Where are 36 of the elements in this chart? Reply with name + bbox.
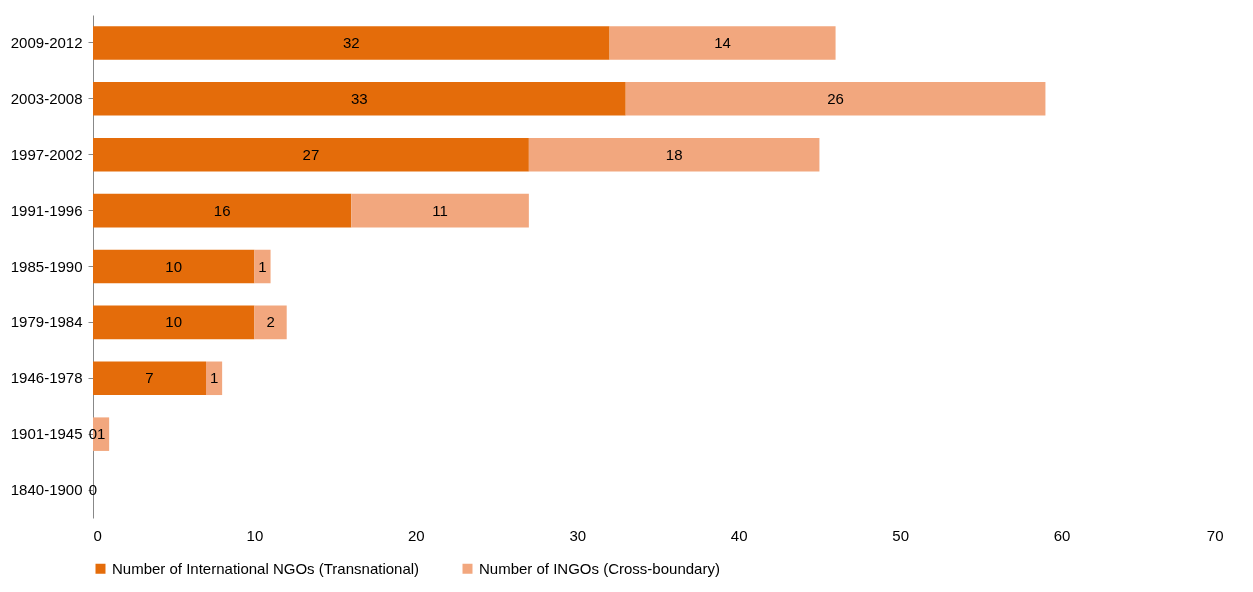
- x-tick-label: 30: [569, 526, 587, 544]
- data-label: 33: [351, 89, 368, 107]
- y-tick-label: 2009-2012: [10, 33, 83, 51]
- data-label: 18: [665, 145, 683, 163]
- x-tick-label: 60: [1053, 526, 1071, 544]
- data-label: 16: [213, 201, 231, 219]
- x-tick-label: 10: [246, 526, 264, 544]
- data-label: 2: [266, 313, 275, 331]
- data-label: 32: [342, 33, 360, 51]
- y-tick-label: 1901-1945: [10, 425, 83, 443]
- data-label: 11: [432, 201, 448, 219]
- y-tick-label: 2003-2008: [10, 89, 83, 107]
- data-label: 27: [302, 145, 320, 163]
- data-label: 14: [714, 33, 731, 51]
- y-tick-label: 1840-1900: [10, 481, 83, 499]
- data-label: 10: [165, 313, 183, 331]
- data-label: 1: [96, 425, 106, 443]
- x-tick-label: 50: [892, 526, 909, 544]
- y-tick-label: 1979-1984: [10, 313, 83, 331]
- y-tick-label: 1985-1990: [10, 257, 83, 275]
- data-label: 26: [827, 89, 844, 107]
- data-label: 7: [145, 369, 154, 387]
- x-tick-label: 0: [93, 526, 102, 544]
- y-tick-label: 1991-1996: [10, 201, 83, 219]
- data-label: 0: [88, 425, 98, 443]
- legend-label: Number of INGOs (Cross-boundary): [479, 559, 720, 577]
- x-tick-label: 40: [730, 526, 748, 544]
- data-label: 10: [165, 257, 183, 275]
- y-tick-label: 1997-2002: [10, 145, 83, 163]
- data-label: 0: [88, 481, 98, 499]
- legend-label: Number of International NGOs (Transnational): [112, 559, 420, 577]
- x-tick-label: 20: [408, 526, 425, 544]
- data-label: 1: [209, 369, 219, 387]
- y-tick-label: 1946-1978: [10, 369, 83, 387]
- x-tick-label: 70: [1206, 526, 1224, 544]
- data-label: 1: [258, 257, 267, 275]
